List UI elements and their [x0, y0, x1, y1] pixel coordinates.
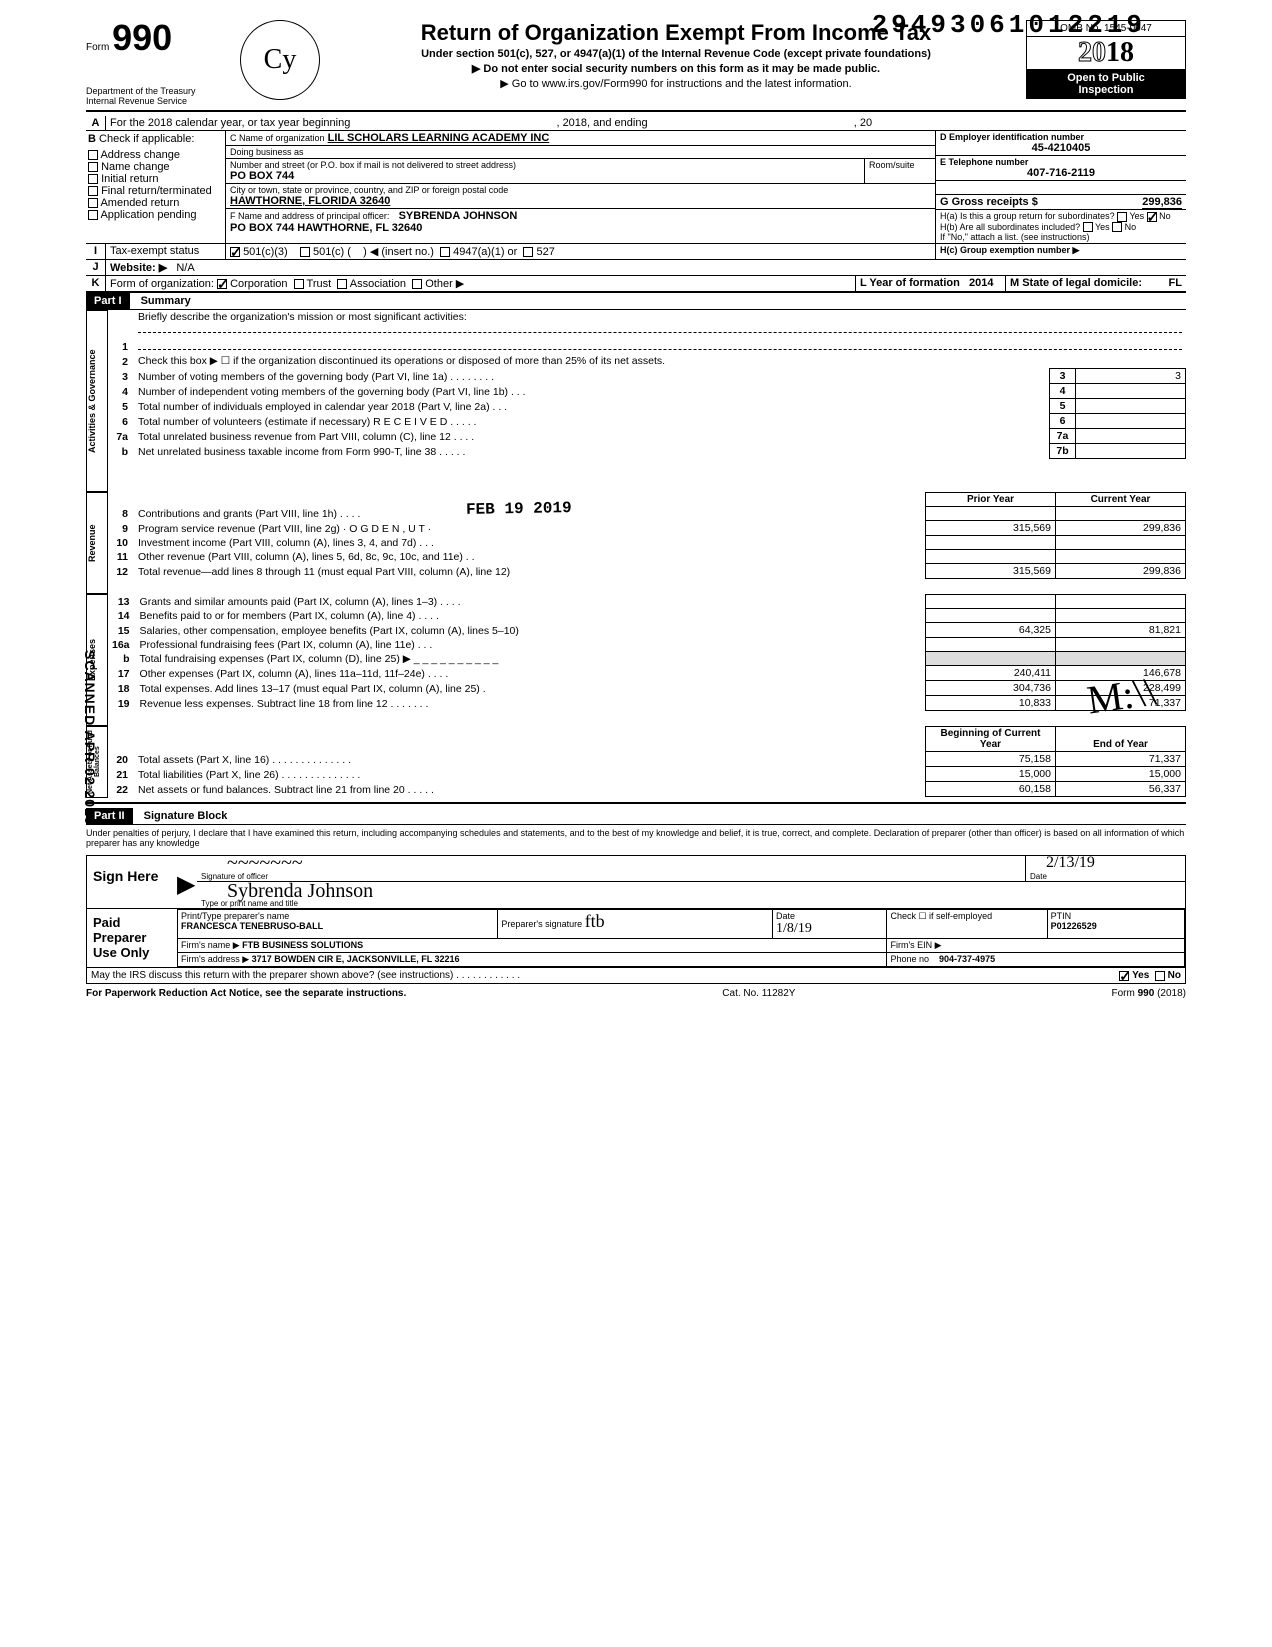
side-revenue: Revenue [86, 492, 108, 594]
line-a: A For the 2018 calendar year, or tax yea… [86, 116, 1186, 131]
telephone: 407-716-2119 [940, 167, 1182, 179]
gross-receipts: 299,836 [1142, 196, 1182, 209]
firm-phone: 904-737-4975 [939, 954, 995, 964]
initial-return-checkbox[interactable] [88, 174, 98, 184]
date-stamp: FEB 19 2019 [466, 499, 572, 519]
net-table: Beginning of Current Year End of Year 20… [108, 726, 1186, 797]
side-governance: Activities & Governance [86, 310, 108, 492]
line-k: K Form of organization: Corporation Trus… [86, 276, 1186, 293]
part-1-header: Part I Summary [86, 293, 1186, 309]
line-i: I Tax-exempt status 501(c)(3) 501(c) ( )… [86, 244, 1186, 260]
subtitle-3: ▶ Go to www.irs.gov/Form990 for instruct… [334, 77, 1018, 90]
discuss-line: May the IRS discuss this return with the… [86, 968, 1186, 984]
net-assets-section: Net Assets or Fund Balances Beginning of… [86, 726, 1186, 798]
part-2-header: Part II Signature Block [86, 808, 1186, 824]
initials-circle: Cy [240, 20, 320, 100]
officer-address: PO BOX 744 HAWTHORNE, FL 32640 [230, 222, 422, 234]
footer: For Paperwork Reduction Act Notice, see … [86, 988, 1186, 999]
open-public: Open to Public Inspection [1027, 70, 1185, 98]
col-b: B Check if applicable: Address change Na… [86, 131, 226, 243]
firm-name: FTB BUSINESS SOLUTIONS [242, 940, 363, 950]
corp-checkbox[interactable] [217, 279, 227, 289]
form-label: Form [86, 42, 112, 53]
revenue-table: Prior Year Current Year 8Contributions a… [108, 492, 1186, 579]
ein: 45-4210405 [940, 142, 1182, 154]
dept-irs: Internal Revenue Service [86, 96, 226, 106]
handwritten-initials: M:\\ [1084, 668, 1159, 724]
app-pending-checkbox[interactable] [88, 210, 98, 220]
discuss-yes-checkbox[interactable] [1119, 971, 1129, 981]
form-number-block: Form 990 Department of the Treasury Inte… [86, 20, 226, 106]
revenue-section: FEB 19 2019 Revenue Prior Year Current Y… [86, 492, 1186, 594]
form-990-page: 29493061012219 SCANNED APR 02 2019 Form … [86, 20, 1186, 999]
name-change-checkbox[interactable] [88, 162, 98, 172]
form-number: 990 [112, 17, 172, 58]
tax-year: 2018 [1027, 37, 1185, 70]
street-address: PO BOX 744 [230, 170, 294, 182]
discuss-no-checkbox[interactable] [1155, 971, 1165, 981]
501c3-checkbox[interactable] [230, 247, 240, 257]
ha-no-checkbox[interactable] [1147, 212, 1157, 222]
paid-preparer-block: Paid Preparer Use Only Print/Type prepar… [86, 909, 1186, 968]
preparer-name: FRANCESCA TENEBRUSO-BALL [181, 921, 323, 931]
perjury-statement: Under penalties of perjury, I declare th… [86, 825, 1186, 851]
governance-table: 1 Briefly describe the organization's mi… [108, 310, 1186, 459]
ptin: P01226529 [1051, 921, 1097, 931]
expenses-table: 13Grants and similar amounts paid (Part … [108, 594, 1186, 711]
document-id: 29493061012219 [872, 10, 1146, 40]
dept-treasury: Department of the Treasury [86, 86, 226, 96]
amended-checkbox[interactable] [88, 198, 98, 208]
officer-name: SYBRENDA JOHNSON [399, 210, 518, 222]
final-return-checkbox[interactable] [88, 186, 98, 196]
preparer-signature: ftb [585, 911, 605, 931]
subtitle-1: Under section 501(c), 527, or 4947(a)(1)… [334, 48, 1018, 60]
city-state-zip: HAWTHORNE, FLORIDA 32640 [230, 195, 390, 207]
col-right: D Employer identification number 45-4210… [936, 131, 1186, 243]
line-j: J Website: ▶ N/A [86, 260, 1186, 276]
subtitle-2: ▶ Do not enter social security numbers o… [334, 62, 1018, 75]
side-net: Net Assets or Fund Balances [86, 726, 108, 798]
expenses-section: Expenses 13Grants and similar amounts pa… [86, 594, 1186, 726]
entity-block: B Check if applicable: Address change Na… [86, 131, 1186, 244]
org-name: LIL SCHOLARS LEARNING ACADEMY INC [328, 132, 550, 144]
summary-section: Activities & Governance 1 Briefly descri… [86, 310, 1186, 492]
firm-address: 3717 BOWDEN CIR E, JACKSONVILLE, FL 3221… [252, 954, 460, 964]
doc-id-text: 29493061012219 [872, 10, 1146, 40]
sign-date: 2/13/19 [1046, 854, 1095, 872]
sign-here-block: Sign Here ▶ ~~~~~~~ Signature of officer… [86, 855, 1186, 909]
addr-change-checkbox[interactable] [88, 150, 98, 160]
col-c: C Name of organization LIL SCHOLARS LEAR… [226, 131, 936, 243]
preparer-date: 1/8/19 [776, 921, 812, 936]
